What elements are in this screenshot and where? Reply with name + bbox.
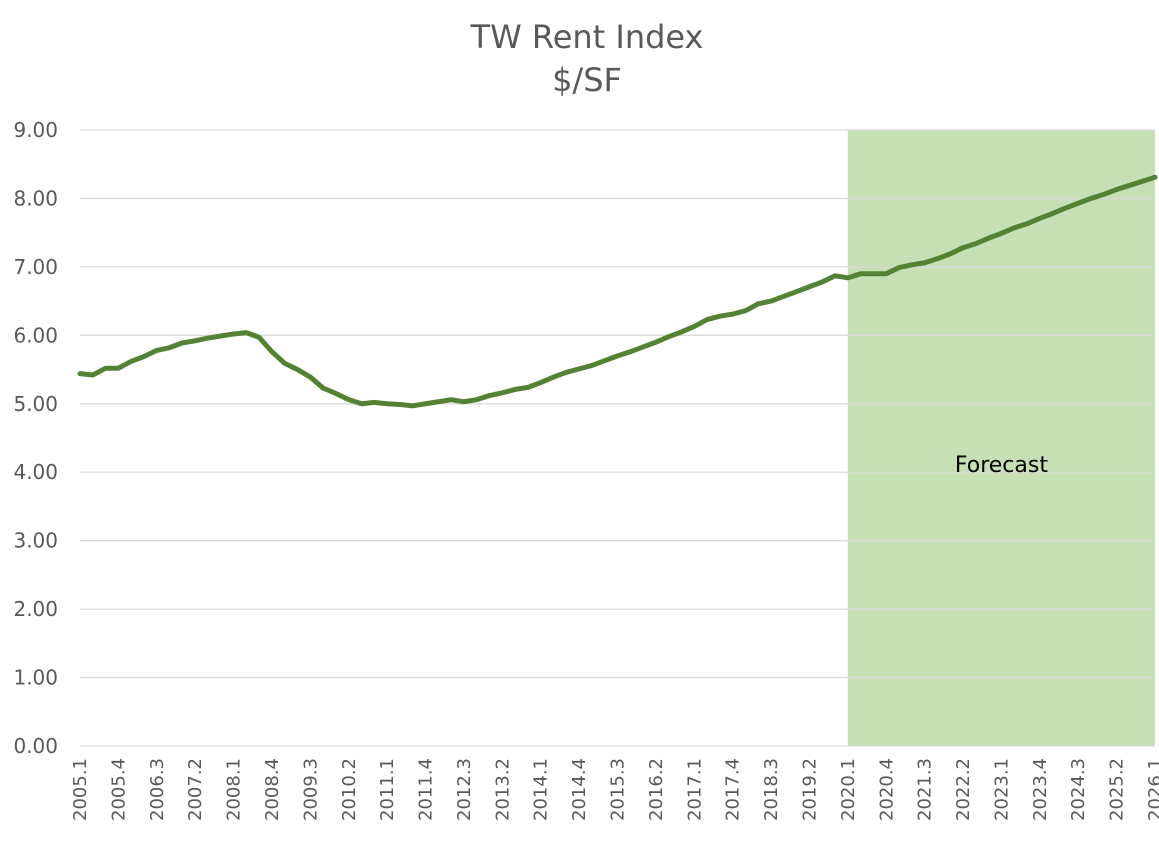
- x-tick-label: 2014.1: [531, 758, 552, 821]
- x-tick-label: 2006.3: [147, 758, 168, 821]
- x-tick-label: 2013.2: [492, 758, 513, 821]
- x-tick-label: 2025.2: [1107, 758, 1128, 821]
- x-tick-label: 2023.4: [1030, 758, 1051, 821]
- x-tick-label: 2017.1: [684, 758, 705, 821]
- x-tick-label: 2024.3: [1068, 758, 1089, 821]
- x-tick-label: 2008.1: [224, 758, 245, 821]
- x-tick-label: 2008.4: [262, 758, 283, 821]
- y-tick-label: 9.00: [13, 118, 58, 142]
- x-tick-label: 2023.1: [991, 758, 1012, 821]
- x-tick-label: 2011.4: [416, 758, 437, 821]
- x-tick-label: 2020.1: [838, 758, 859, 821]
- x-tick-label: 2022.2: [953, 758, 974, 821]
- x-tick-label: 2020.4: [876, 758, 897, 821]
- x-tick-label: 2021.3: [915, 758, 936, 821]
- chart-title: TW Rent Index: [470, 18, 704, 56]
- x-tick-label: 2007.2: [185, 758, 206, 821]
- y-tick-label: 8.00: [13, 186, 58, 210]
- x-tick-label: 2005.4: [108, 758, 129, 821]
- x-tick-label: 2005.1: [70, 758, 91, 821]
- y-tick-label: 2.00: [13, 597, 58, 621]
- x-tick-label: 2019.2: [799, 758, 820, 821]
- x-tick-label: 2012.3: [454, 758, 475, 821]
- y-tick-label: 6.00: [13, 323, 58, 347]
- x-tick-label: 2016.2: [646, 758, 667, 821]
- y-tick-label: 5.00: [13, 392, 58, 416]
- y-tick-label: 3.00: [13, 529, 58, 553]
- y-axis-ticks: 0.00 1.00 2.00 3.00 4.00 5.00 6.00 7.00 8.00 9.00: [13, 118, 58, 758]
- y-tick-label: 7.00: [13, 255, 58, 279]
- x-tick-label: 2026.1: [1145, 758, 1159, 821]
- forecast-label: Forecast: [955, 453, 1048, 478]
- y-tick-label: 0.00: [13, 734, 58, 758]
- chart-subtitle: $/SF: [552, 61, 622, 99]
- x-tick-label: 2011.1: [377, 758, 398, 821]
- series-line: [77, 174, 1158, 409]
- x-tick-label: 2010.2: [339, 758, 360, 821]
- x-tick-label: 2014.4: [569, 758, 590, 821]
- series-layer: [77, 174, 1158, 409]
- y-tick-label: 4.00: [13, 460, 58, 484]
- x-axis-ticks: 2005.1 2005.4 2006.3 2007.2 2008.1 2008.4 2009…: [70, 758, 1159, 821]
- x-tick-label: 2018.3: [761, 758, 782, 821]
- y-tick-label: 1.00: [13, 666, 58, 690]
- x-tick-label: 2017.4: [723, 758, 744, 821]
- x-tick-label: 2009.3: [300, 758, 321, 821]
- x-tick-label: 2015.3: [608, 758, 629, 821]
- forecast-region: [847, 130, 1155, 746]
